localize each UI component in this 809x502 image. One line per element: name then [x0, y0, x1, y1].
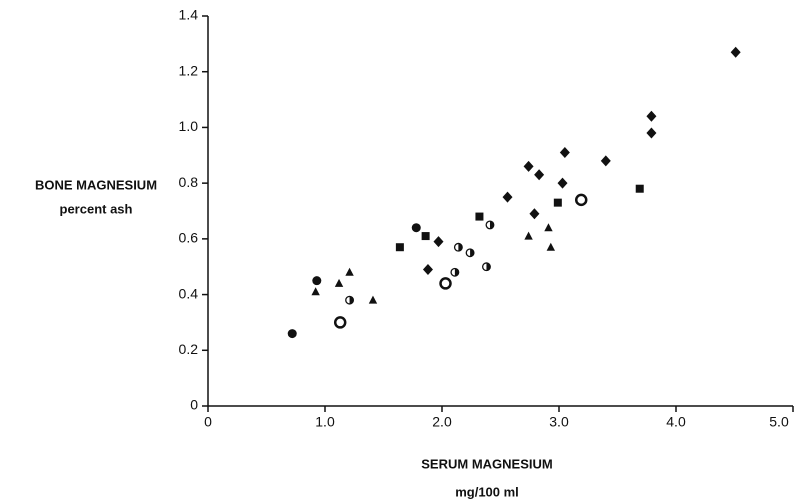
- point: [287, 329, 297, 339]
- x-tick-label: 3.0: [549, 414, 569, 430]
- y-tick-label: 1.0: [179, 118, 199, 134]
- x-axis-label: SERUM MAGNESIUM: [421, 456, 552, 471]
- y-tick-label: 0: [190, 397, 198, 413]
- point: [433, 236, 444, 248]
- point: [395, 243, 404, 252]
- point: [345, 267, 354, 276]
- y-tick-label: 0.2: [179, 341, 199, 357]
- x-tick-label: 4.0: [666, 414, 686, 430]
- point: [730, 46, 741, 58]
- point: [421, 232, 430, 241]
- point: [502, 191, 513, 203]
- point: [450, 267, 460, 277]
- x-tick-label: 5.0: [769, 414, 789, 430]
- point: [312, 276, 322, 286]
- point: [529, 208, 540, 220]
- point-half: [470, 248, 474, 257]
- point: [546, 242, 556, 251]
- x-tick-label: 0: [204, 414, 212, 430]
- y-tick-label: 1.2: [179, 62, 199, 78]
- point: [544, 223, 553, 232]
- point: [557, 177, 568, 189]
- point: [439, 277, 452, 290]
- point: [334, 278, 344, 287]
- point: [524, 231, 533, 240]
- point: [345, 295, 355, 305]
- y-tick-label: 0.4: [179, 285, 199, 301]
- point: [411, 223, 421, 233]
- point: [646, 127, 657, 139]
- point-half: [454, 268, 459, 277]
- point: [635, 184, 644, 193]
- y-tick-label: 0.6: [179, 230, 199, 246]
- x-tick-label: 1.0: [315, 414, 335, 430]
- x-tick-label: 2.0: [432, 414, 452, 430]
- y-tick-label: 1.4: [179, 7, 199, 23]
- point: [453, 242, 463, 252]
- point: [475, 212, 484, 221]
- point: [553, 198, 562, 207]
- point: [485, 220, 495, 230]
- point-half: [486, 262, 491, 271]
- y-tick-label: 0.8: [179, 174, 199, 190]
- point: [311, 287, 320, 296]
- point: [646, 110, 657, 122]
- point: [482, 262, 491, 272]
- point: [600, 155, 611, 167]
- point: [333, 316, 347, 329]
- point: [534, 169, 545, 181]
- point: [559, 147, 570, 158]
- point-half: [458, 243, 463, 252]
- point: [523, 160, 534, 172]
- point: [465, 248, 475, 258]
- x-axis-sublabel: mg/100 ml: [455, 484, 519, 499]
- point: [368, 295, 378, 304]
- point: [574, 193, 588, 207]
- point-half: [489, 221, 494, 229]
- y-axis-sublabel: percent ash: [60, 201, 133, 216]
- point-half: [349, 296, 354, 304]
- point: [422, 264, 433, 275]
- y-axis-label: BONE MAGNESIUM: [35, 177, 157, 192]
